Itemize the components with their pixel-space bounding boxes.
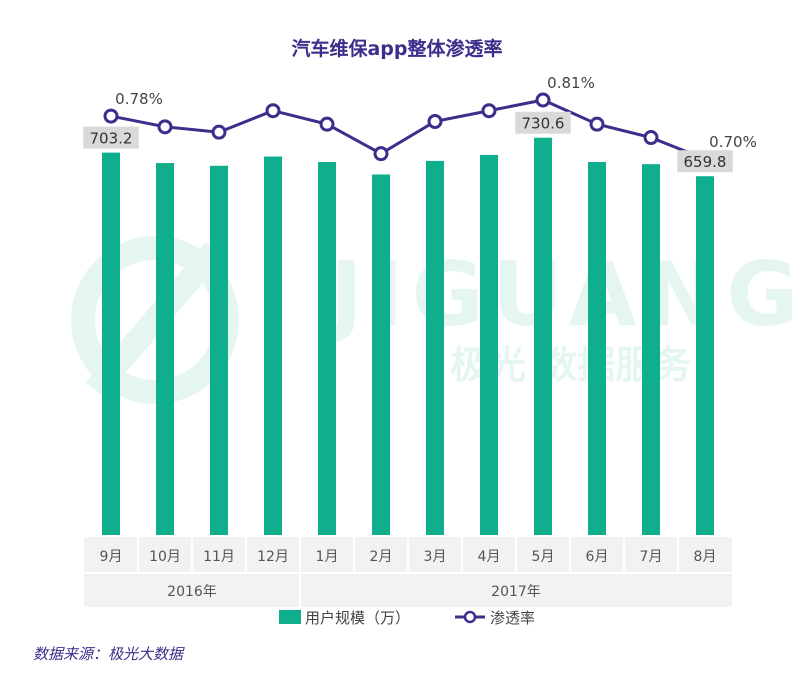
x-tick-label: 3月 (424, 549, 447, 565)
line-point (103, 108, 119, 124)
line-point (319, 116, 335, 132)
x-tick-label: 4月 (478, 549, 501, 565)
source-note: 数据来源：极光大数据 (33, 645, 184, 663)
bar-label-bg (515, 111, 571, 134)
x-tick-label: 12月 (257, 549, 289, 565)
bar (210, 165, 228, 535)
x-tick-label: 5月 (532, 549, 555, 565)
x-tick-label: 2月 (370, 549, 393, 565)
line-series (103, 92, 713, 167)
x-tick-label: 6月 (586, 549, 609, 565)
line-point (373, 146, 389, 162)
line-point (643, 130, 659, 146)
bar (534, 137, 552, 535)
data-labels: 703.2 730.6 659.8 0.78% 0.81% 0.70% (83, 74, 757, 173)
legend-bar-label: 用户规模（万） (305, 609, 410, 627)
x-tick-label: 7月 (640, 549, 663, 565)
line-point (535, 92, 551, 108)
x-tick-label: 10月 (149, 549, 181, 565)
line-point (211, 124, 227, 140)
x-group-label: 2017年 (491, 584, 541, 600)
line-point (265, 103, 281, 119)
bar (264, 156, 282, 536)
bar (102, 152, 120, 535)
bar (642, 164, 660, 535)
bar-label: 730.6 (522, 115, 565, 133)
bar (372, 174, 390, 535)
legend-line-marker (463, 610, 477, 624)
bar (696, 176, 714, 535)
watermark-text: JIGUANG (325, 243, 794, 346)
bar-label-bg (83, 126, 139, 149)
bar (426, 160, 444, 535)
line-point (589, 116, 605, 132)
x-tick-label: 8月 (694, 549, 717, 565)
bar-series (102, 137, 714, 536)
point-label: 0.81% (547, 74, 595, 92)
point-label: 0.78% (115, 90, 163, 108)
x-tick-label: 1月 (316, 549, 339, 565)
series-line (110, 98, 706, 161)
point-label: 0.70% (709, 133, 757, 151)
bar-label: 703.2 (90, 130, 133, 148)
x-axis-groups: 2016年 2017年 (167, 573, 541, 607)
legend-line-label: 渗透率 (490, 609, 535, 627)
line-point (427, 113, 443, 129)
x-axis-ticks: 9月 10月 11月 12月 1月 2月 3月 4月 5月 6月 7月 8月 (100, 537, 717, 573)
x-group-label: 2016年 (167, 584, 217, 600)
chart-title: 汽车维保app整体渗透率 (291, 37, 502, 60)
bar (318, 161, 336, 536)
legend: 用户规模（万） 渗透率 (279, 609, 535, 627)
bar-label-bg (677, 150, 733, 173)
bar (588, 161, 606, 536)
x-tick-label: 9月 (100, 549, 123, 565)
bar (480, 154, 498, 535)
line-point (157, 119, 173, 135)
x-tick-label: 11月 (203, 549, 235, 565)
bar-label: 659.8 (684, 153, 727, 171)
legend-bar-swatch (279, 610, 301, 624)
bar (156, 163, 174, 535)
line-point (481, 103, 497, 119)
